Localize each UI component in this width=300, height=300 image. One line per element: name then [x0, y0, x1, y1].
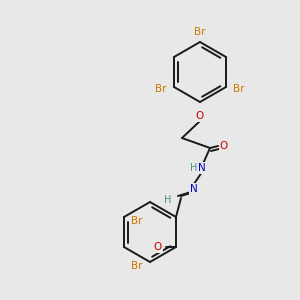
Text: N: N: [198, 163, 206, 173]
Text: Br: Br: [194, 27, 206, 37]
Text: Br: Br: [155, 84, 167, 94]
Text: H: H: [190, 163, 198, 173]
Text: O: O: [220, 141, 228, 151]
Text: N: N: [190, 184, 198, 194]
Text: Br: Br: [131, 261, 143, 271]
Text: O: O: [154, 242, 162, 252]
Text: Br: Br: [131, 216, 143, 226]
Text: H: H: [164, 195, 172, 205]
Text: O: O: [196, 111, 204, 121]
Text: Br: Br: [233, 84, 245, 94]
